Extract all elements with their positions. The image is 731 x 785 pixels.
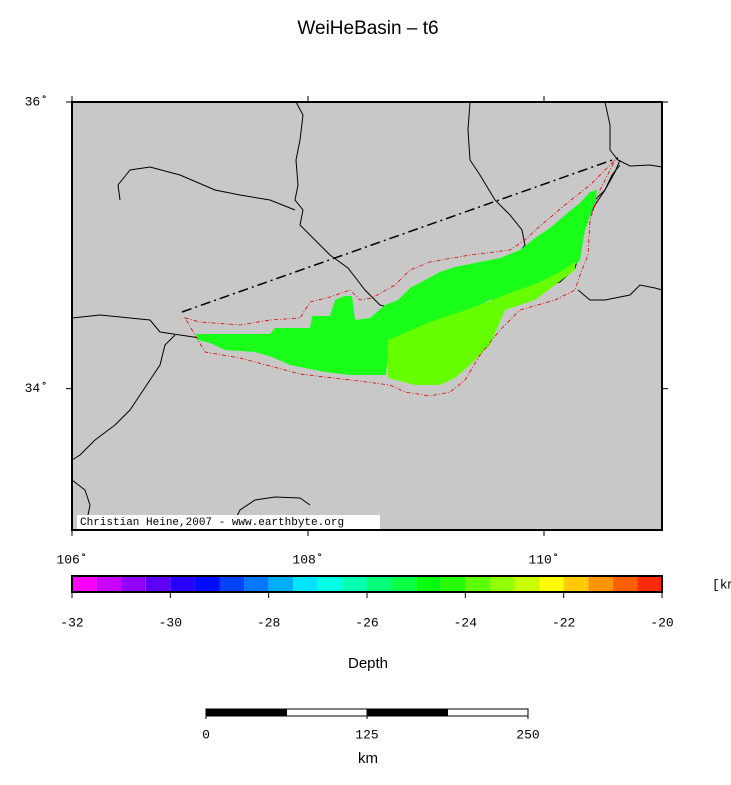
colorbar-cell xyxy=(588,576,613,592)
scalebar-segment xyxy=(205,708,287,717)
colorbar-cell xyxy=(219,576,245,592)
colorbar-tick-label: -26 xyxy=(355,615,378,630)
scalebar-segment xyxy=(366,708,448,717)
colorbar-cell xyxy=(612,576,638,592)
colorbar-cell xyxy=(367,576,392,592)
colorbar-cell xyxy=(391,576,417,592)
colorbar-cell xyxy=(440,576,466,592)
scalebar-segment xyxy=(447,708,529,717)
colorbar-cell xyxy=(268,576,294,592)
scalebar-tick-label: 125 xyxy=(355,727,378,742)
colorbar-cell xyxy=(489,576,515,592)
scalebar-tick-label: 250 xyxy=(516,727,539,742)
colorbar-cell xyxy=(244,576,269,592)
colorbar-tick-label: -22 xyxy=(552,615,575,630)
map-background xyxy=(72,102,662,530)
colorbar-tick-label: -28 xyxy=(257,615,280,630)
map: Christian Heine,2007 - www.earthbyte.org xyxy=(71,101,663,531)
colorbar-cell xyxy=(637,576,662,592)
colorbar-cell xyxy=(170,576,195,592)
title: WeiHeBasin – t6 xyxy=(297,18,438,39)
y-tick-label: 34˚ xyxy=(25,381,48,396)
colorbar-cell xyxy=(465,576,490,592)
x-tick-label: 106˚ xyxy=(56,552,87,567)
map-frame xyxy=(71,101,663,531)
colorbar-tick-label: -20 xyxy=(650,615,673,630)
colorbar-cell xyxy=(563,576,589,592)
colorbar-cell xyxy=(96,576,122,592)
scalebar-tick-label: 0 xyxy=(202,727,210,742)
section-line xyxy=(181,157,619,313)
colorbar-cell xyxy=(539,576,564,592)
credit-background xyxy=(77,515,380,529)
basin-depth-cells-shallow xyxy=(388,262,575,385)
colorbar-cell xyxy=(514,576,540,592)
colorbar-cell xyxy=(194,576,220,592)
basin-depth-cells xyxy=(196,190,597,375)
x-tick-label: 108˚ xyxy=(292,552,323,567)
colorbar-tick-label: -32 xyxy=(60,615,83,630)
colorbar-tick-label: -30 xyxy=(159,615,182,630)
colorbar-cell xyxy=(342,576,367,592)
scalebar-label: km xyxy=(358,750,378,767)
x-tick-label: 110˚ xyxy=(528,552,559,567)
colorbar-cell xyxy=(72,576,97,592)
colorbar-cell xyxy=(145,576,171,592)
colorbar-cell xyxy=(121,576,146,592)
colorbar-label: Depth xyxy=(348,655,388,672)
colorbar-cell xyxy=(317,576,343,592)
colorbar-cell xyxy=(416,576,441,592)
scalebar-segment xyxy=(286,708,368,717)
colorbar-unit: [km] xyxy=(712,577,731,592)
y-tick-label: 36˚ xyxy=(25,94,48,109)
colorbar-cell xyxy=(293,576,318,592)
colorbar-tick-label: -24 xyxy=(454,615,478,630)
credit: Christian Heine,2007 - www.earthbyte.org xyxy=(80,517,344,529)
